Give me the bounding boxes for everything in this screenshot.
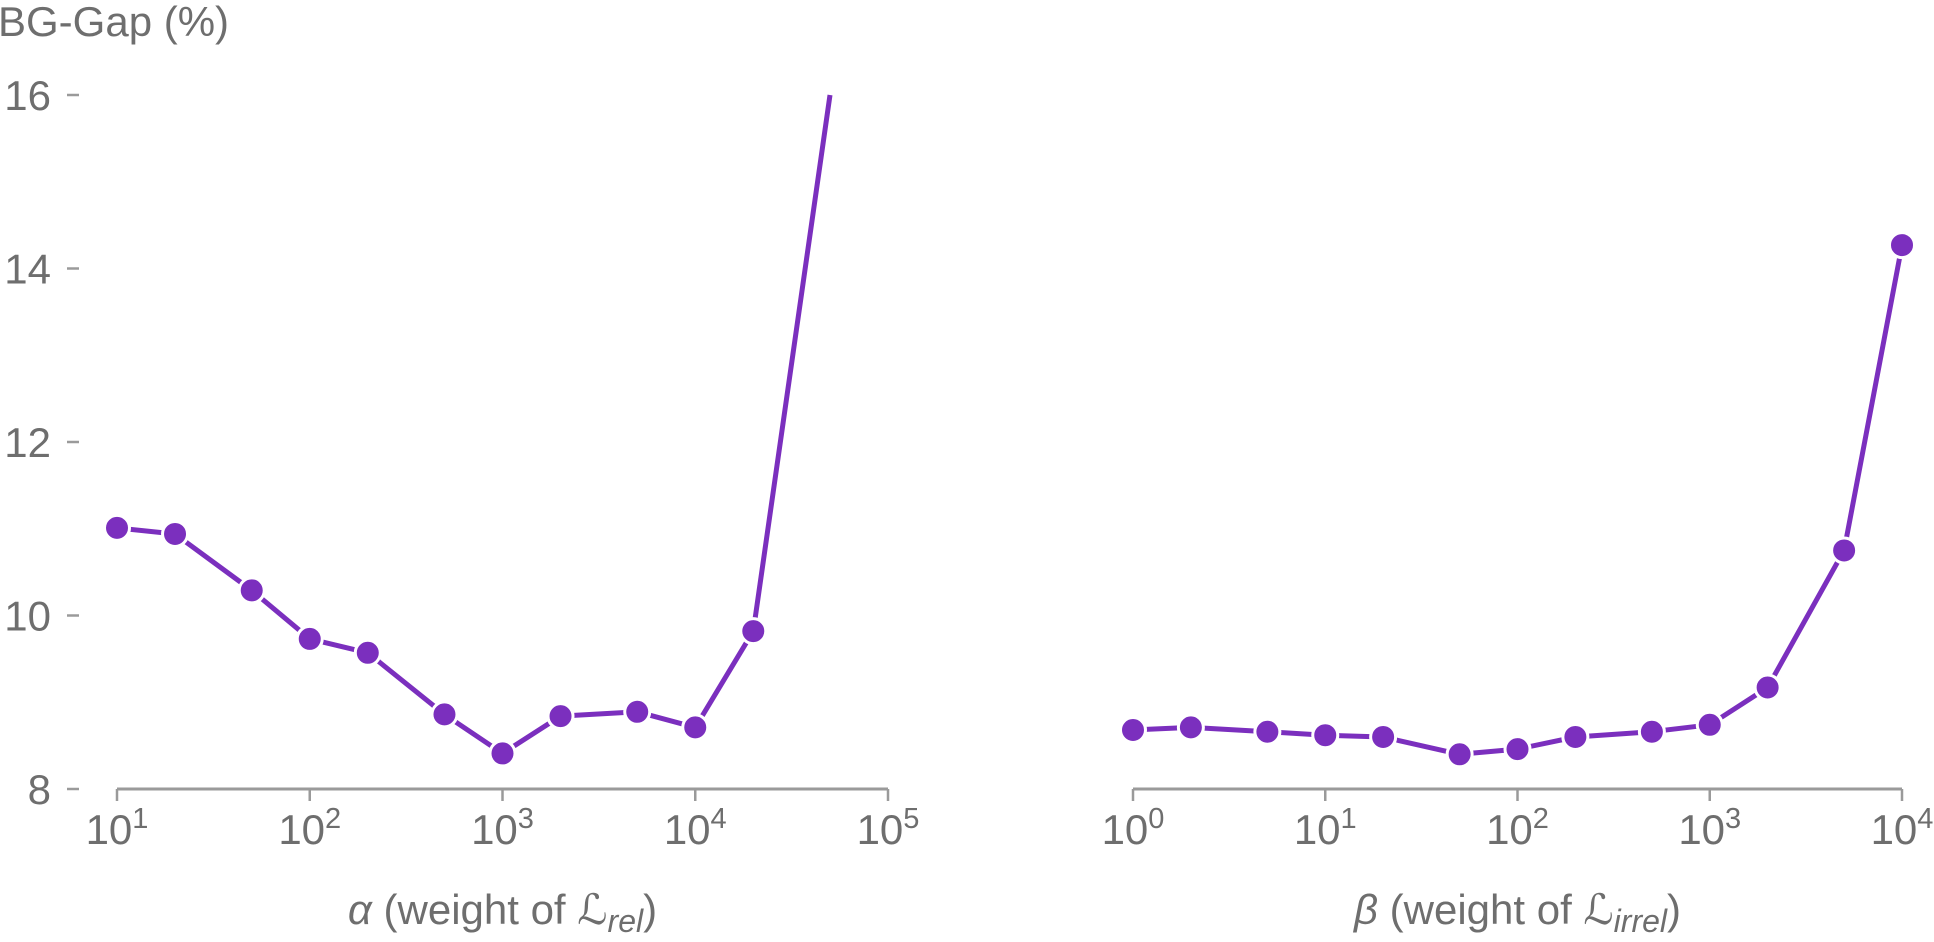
y-tick-label: 12 <box>4 419 51 466</box>
x-label-prefix: (weight of <box>1378 886 1583 933</box>
x-axis-label: α (weight of ℒrel) <box>348 886 657 937</box>
y-axis-label: BG-Gap (%) <box>0 0 229 45</box>
data-point <box>546 702 575 731</box>
x-label-symbol: α <box>348 886 373 933</box>
x-tick-base: 10 <box>1871 806 1918 853</box>
data-point <box>1311 721 1340 750</box>
data-point <box>430 700 459 729</box>
data-point <box>103 513 131 542</box>
data-point <box>681 713 710 742</box>
x-tick-label: 101 <box>1294 803 1357 853</box>
x-tick-label: 103 <box>471 803 534 853</box>
x-tick-exponent: 0 <box>1148 803 1164 835</box>
x-tick-exponent: 1 <box>1341 803 1357 835</box>
x-tick-exponent: 4 <box>711 803 727 835</box>
data-point <box>623 697 652 726</box>
x-tick-base: 10 <box>1102 806 1149 853</box>
data-point <box>237 576 266 605</box>
data-point <box>295 624 324 653</box>
x-tick-label: 104 <box>1871 803 1934 853</box>
x-label-script: ℒ <box>577 886 607 933</box>
data-point <box>1253 717 1282 746</box>
data-point <box>1753 673 1782 702</box>
data-point <box>1637 717 1666 746</box>
x-tick-base: 10 <box>86 806 133 853</box>
x-axis-label: β (weight of ℒirrel) <box>1352 886 1681 937</box>
data-point <box>1888 231 1916 260</box>
data-point <box>1695 710 1724 739</box>
data-point <box>353 638 382 667</box>
x-tick-exponent: 2 <box>1533 803 1549 835</box>
data-point <box>1119 716 1147 745</box>
x-label-script: ℒ <box>1583 886 1613 933</box>
data-point <box>1445 740 1474 769</box>
data-point <box>1176 713 1205 742</box>
y-tick-label: 10 <box>4 593 51 640</box>
data-point <box>739 617 768 646</box>
x-tick-base: 10 <box>471 806 518 853</box>
y-tick-label: 8 <box>28 766 51 813</box>
data-point <box>161 519 190 548</box>
x-tick-label: 105 <box>857 803 920 853</box>
x-tick-base: 10 <box>1486 806 1533 853</box>
x-tick-exponent: 5 <box>903 803 919 835</box>
x-tick-base: 10 <box>857 806 904 853</box>
y-tick-label: 14 <box>4 246 51 293</box>
x-label-subscript: irrel <box>1614 903 1668 937</box>
data-point <box>1369 722 1398 751</box>
data-point <box>1561 722 1590 751</box>
y-tick-label: 16 <box>4 72 51 119</box>
x-label-symbol: β <box>1352 886 1378 933</box>
x-tick-label: 104 <box>664 803 727 853</box>
x-label-suffix: ) <box>643 886 657 933</box>
data-point <box>1503 735 1532 764</box>
x-tick-exponent: 3 <box>1725 803 1741 835</box>
data-point <box>488 739 517 768</box>
series-line <box>1132 244 1905 757</box>
x-tick-exponent: 4 <box>1917 803 1933 835</box>
x-tick-exponent: 2 <box>325 803 341 835</box>
data-point <box>1830 536 1859 565</box>
x-tick-label: 102 <box>278 803 341 853</box>
x-label-suffix: ) <box>1667 886 1681 933</box>
series-line <box>116 94 833 756</box>
x-tick-exponent: 1 <box>132 803 148 835</box>
x-label-subscript: rel <box>608 903 644 937</box>
x-tick-exponent: 3 <box>518 803 534 835</box>
x-tick-label: 101 <box>86 803 149 853</box>
x-tick-label: 102 <box>1486 803 1549 853</box>
x-label-prefix: (weight of <box>372 886 577 933</box>
x-tick-base: 10 <box>664 806 711 853</box>
x-tick-base: 10 <box>1678 806 1725 853</box>
x-tick-base: 10 <box>1294 806 1341 853</box>
x-tick-base: 10 <box>278 806 325 853</box>
x-tick-label: 100 <box>1102 803 1165 853</box>
x-tick-label: 103 <box>1678 803 1741 853</box>
